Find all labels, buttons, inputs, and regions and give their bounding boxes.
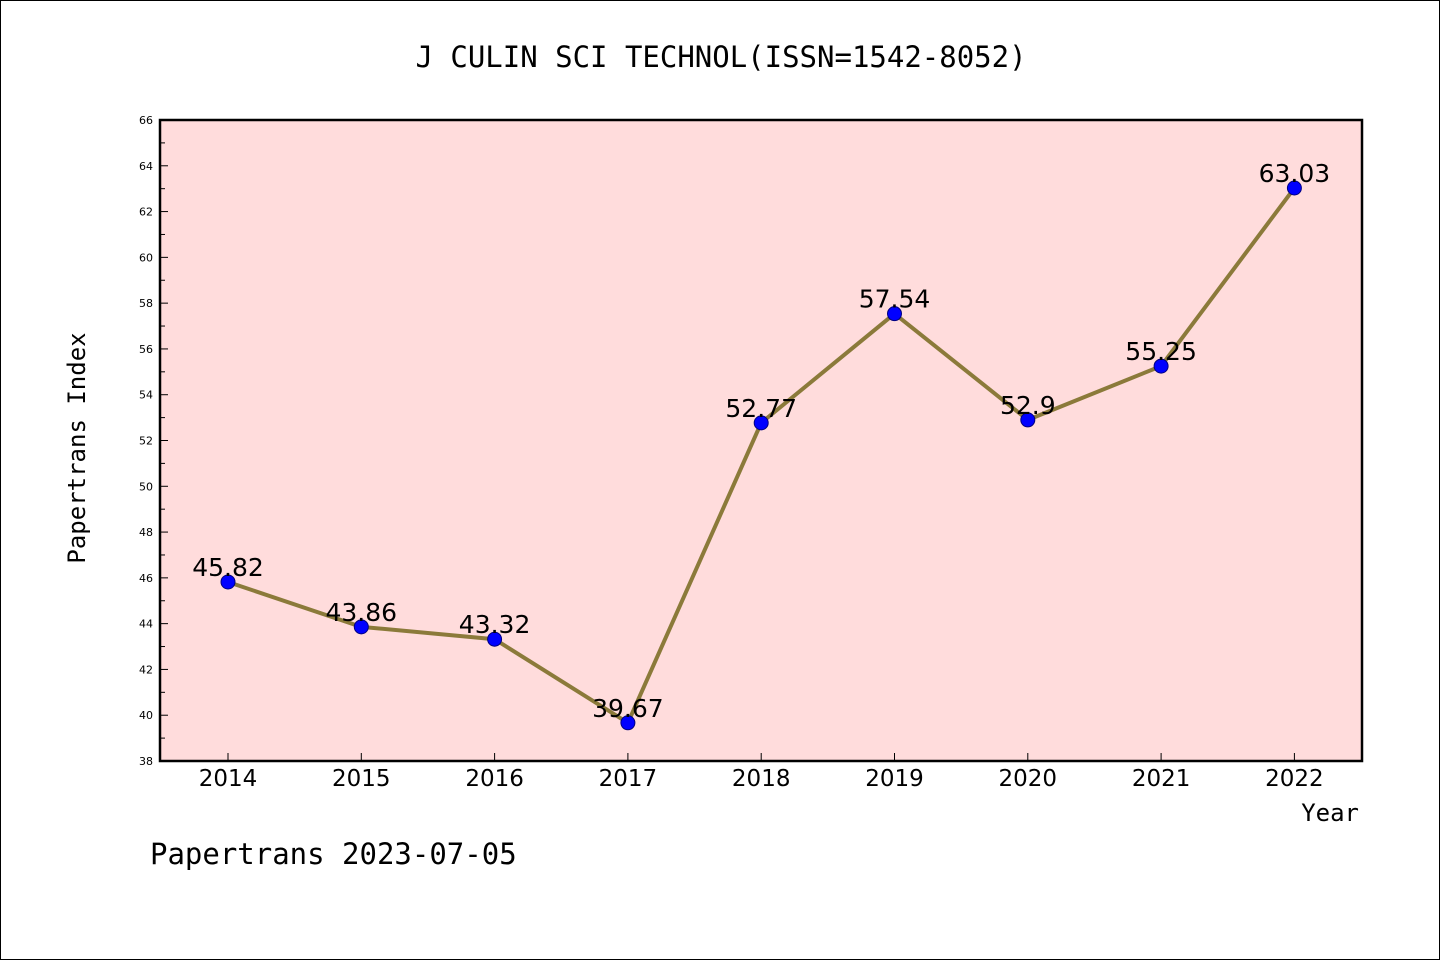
footer-text: Papertrans 2023-07-05	[150, 837, 517, 871]
data-label: 63.03	[1259, 159, 1331, 188]
plot-border	[158, 118, 1364, 763]
x-tick-label: 2022	[1265, 766, 1324, 792]
y-tick-label: 58	[139, 297, 153, 310]
data-label: 39.67	[592, 694, 664, 723]
y-tick-label: 60	[139, 251, 153, 264]
y-tick-label: 46	[139, 572, 153, 585]
data-point	[220, 574, 236, 590]
x-tick-label: 2019	[865, 766, 924, 792]
y-tick-label: 64	[139, 160, 153, 173]
x-tick-label: 2014	[199, 766, 258, 792]
y-axis-title: Papertrans Index	[63, 332, 91, 563]
y-tick-label: 54	[139, 389, 153, 402]
y-tick-label: 38	[139, 755, 153, 768]
x-axis-title: Year	[1301, 799, 1359, 827]
data-label: 45.82	[192, 553, 264, 582]
x-tick-label: 2021	[1132, 766, 1191, 792]
data-label: 52.77	[725, 394, 797, 423]
y-tick-label: 42	[139, 663, 153, 676]
data-label: 43.32	[459, 610, 531, 639]
data-point	[1020, 412, 1036, 428]
data-point	[753, 415, 769, 431]
y-tick-label: 48	[139, 526, 153, 539]
x-tick-label: 2017	[599, 766, 658, 792]
data-markers	[220, 180, 1302, 731]
x-tick-label: 2016	[465, 766, 524, 792]
x-tick-label: 2018	[732, 766, 791, 792]
y-tick-label: 52	[139, 435, 153, 448]
x-tick-label: 2015	[332, 766, 391, 792]
y-tick-label: 50	[139, 480, 153, 493]
chart-title: J CULIN SCI TECHNOL(ISSN=1542-8052)	[415, 40, 1026, 74]
data-label: 43.86	[326, 598, 398, 627]
x-tick-label: 2020	[999, 766, 1058, 792]
data-label: 52.9	[1000, 391, 1056, 420]
data-point	[1286, 180, 1302, 196]
x-axis: 2014 2015 2016 2017 2018 2019 2020 2021 2022	[199, 753, 1324, 792]
y-tick-label: 44	[139, 618, 153, 631]
plot-area	[160, 120, 1362, 761]
data-point	[887, 306, 902, 322]
data-label: 57.54	[859, 285, 931, 314]
data-point	[620, 715, 636, 731]
data-point	[487, 631, 503, 647]
y-tick-label: 66	[139, 114, 153, 127]
data-labels: 45.82 43.86 43.32 39.67 52.77 57.54 52.9 55.25 6…	[192, 159, 1330, 723]
y-tick-label: 40	[139, 709, 153, 722]
data-point	[1153, 358, 1169, 374]
y-tick-label: 62	[139, 206, 153, 219]
y-tick-label: 56	[139, 343, 153, 356]
y-axis: 38 40 42 44 46 48 50 52 54 56 58 60 62 64 66	[139, 114, 168, 768]
data-label: 55.25	[1125, 337, 1197, 366]
data-point	[353, 619, 369, 635]
